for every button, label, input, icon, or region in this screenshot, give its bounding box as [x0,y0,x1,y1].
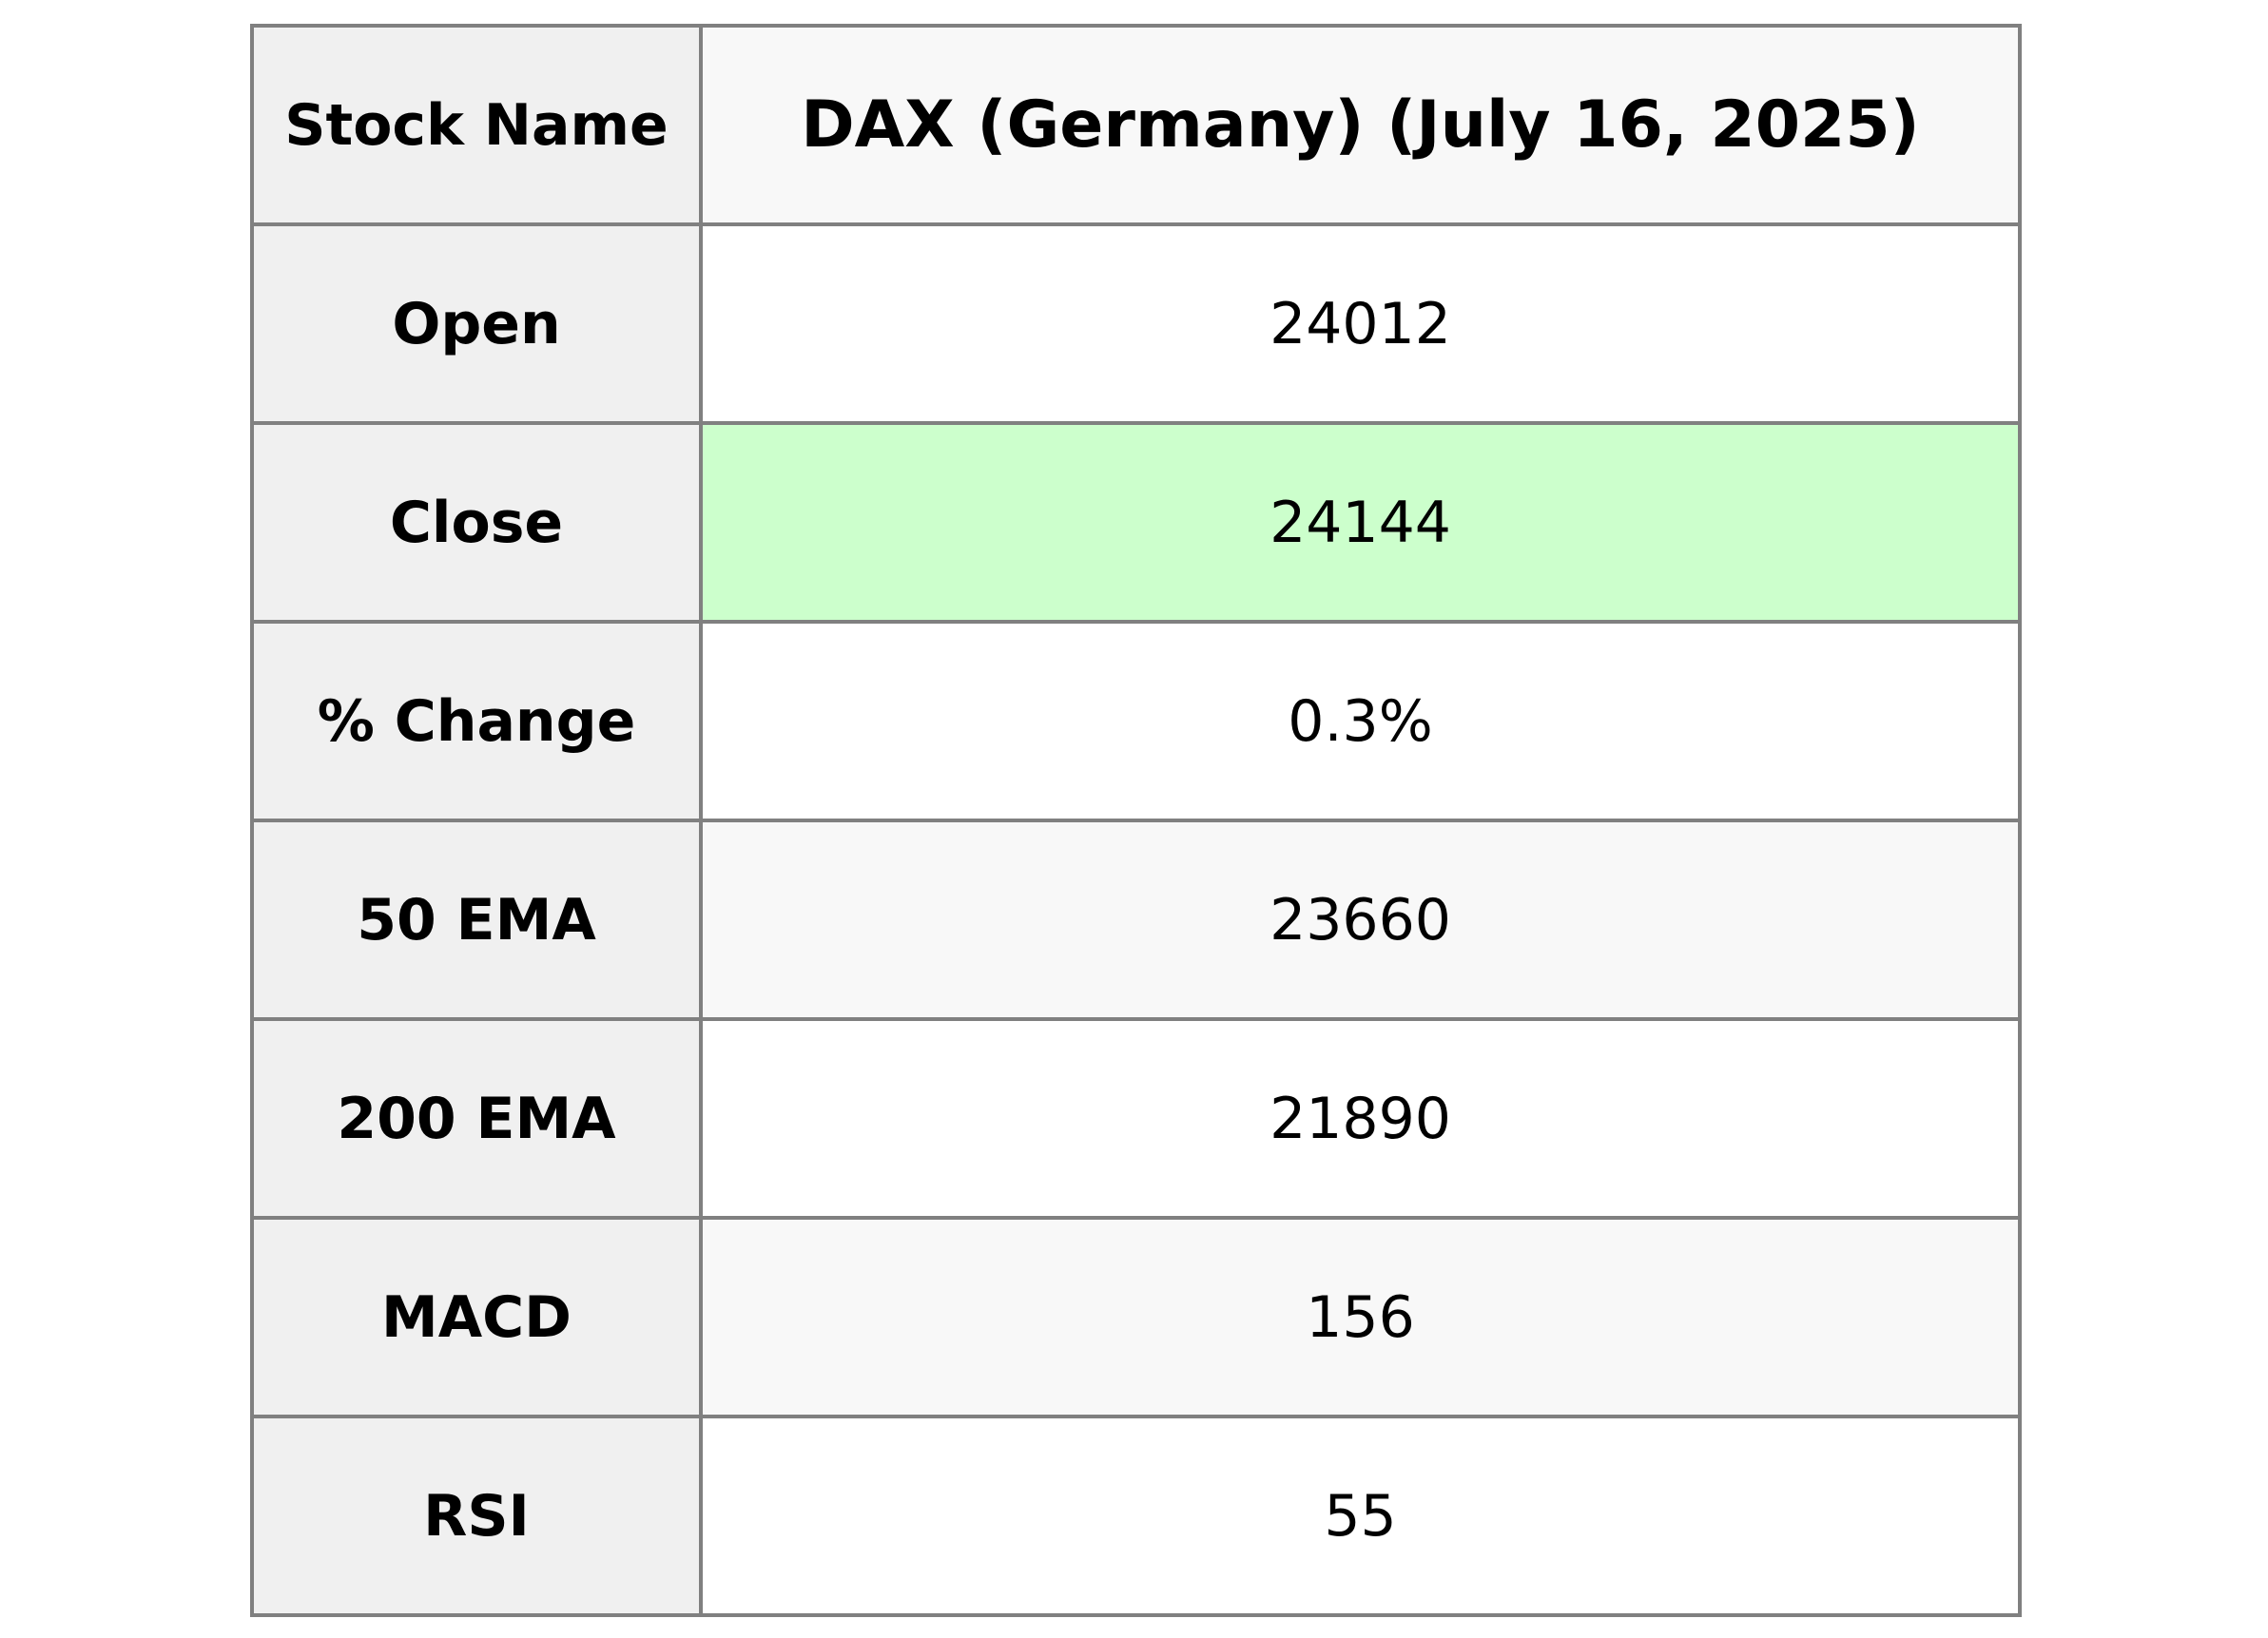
table-row-header: Stock Name DAX (Germany) (July 16, 2025) [250,24,2022,226]
percent-change-value: 0.3% [699,620,2022,822]
row-label-rsi: RSI [250,1415,703,1617]
rsi-value: 55 [699,1415,2022,1617]
ema200-value: 21890 [699,1017,2022,1220]
table-row-percent-change: % Change 0.3% [250,620,2022,822]
stock-metrics-table: Stock Name DAX (Germany) (July 16, 2025)… [250,24,2022,1617]
close-value-highlighted: 24144 [699,421,2022,624]
table-row-macd: MACD 156 [250,1216,2022,1418]
table-row-open: Open 24012 [250,222,2022,425]
row-label-stock-name: Stock Name [250,24,703,226]
row-label-close: Close [250,421,703,624]
row-label-macd: MACD [250,1216,703,1418]
row-label-percent-change: % Change [250,620,703,822]
row-label-open: Open [250,222,703,425]
stock-title: DAX (Germany) (July 16, 2025) [699,24,2022,226]
row-label-50-ema: 50 EMA [250,819,703,1021]
row-label-200-ema: 200 EMA [250,1017,703,1220]
macd-value: 156 [699,1216,2022,1418]
table-row-50-ema: 50 EMA 23660 [250,819,2022,1021]
open-value: 24012 [699,222,2022,425]
ema50-value: 23660 [699,819,2022,1021]
table-row-close: Close 24144 [250,421,2022,624]
table-row-rsi: RSI 55 [250,1415,2022,1617]
table-row-200-ema: 200 EMA 21890 [250,1017,2022,1220]
